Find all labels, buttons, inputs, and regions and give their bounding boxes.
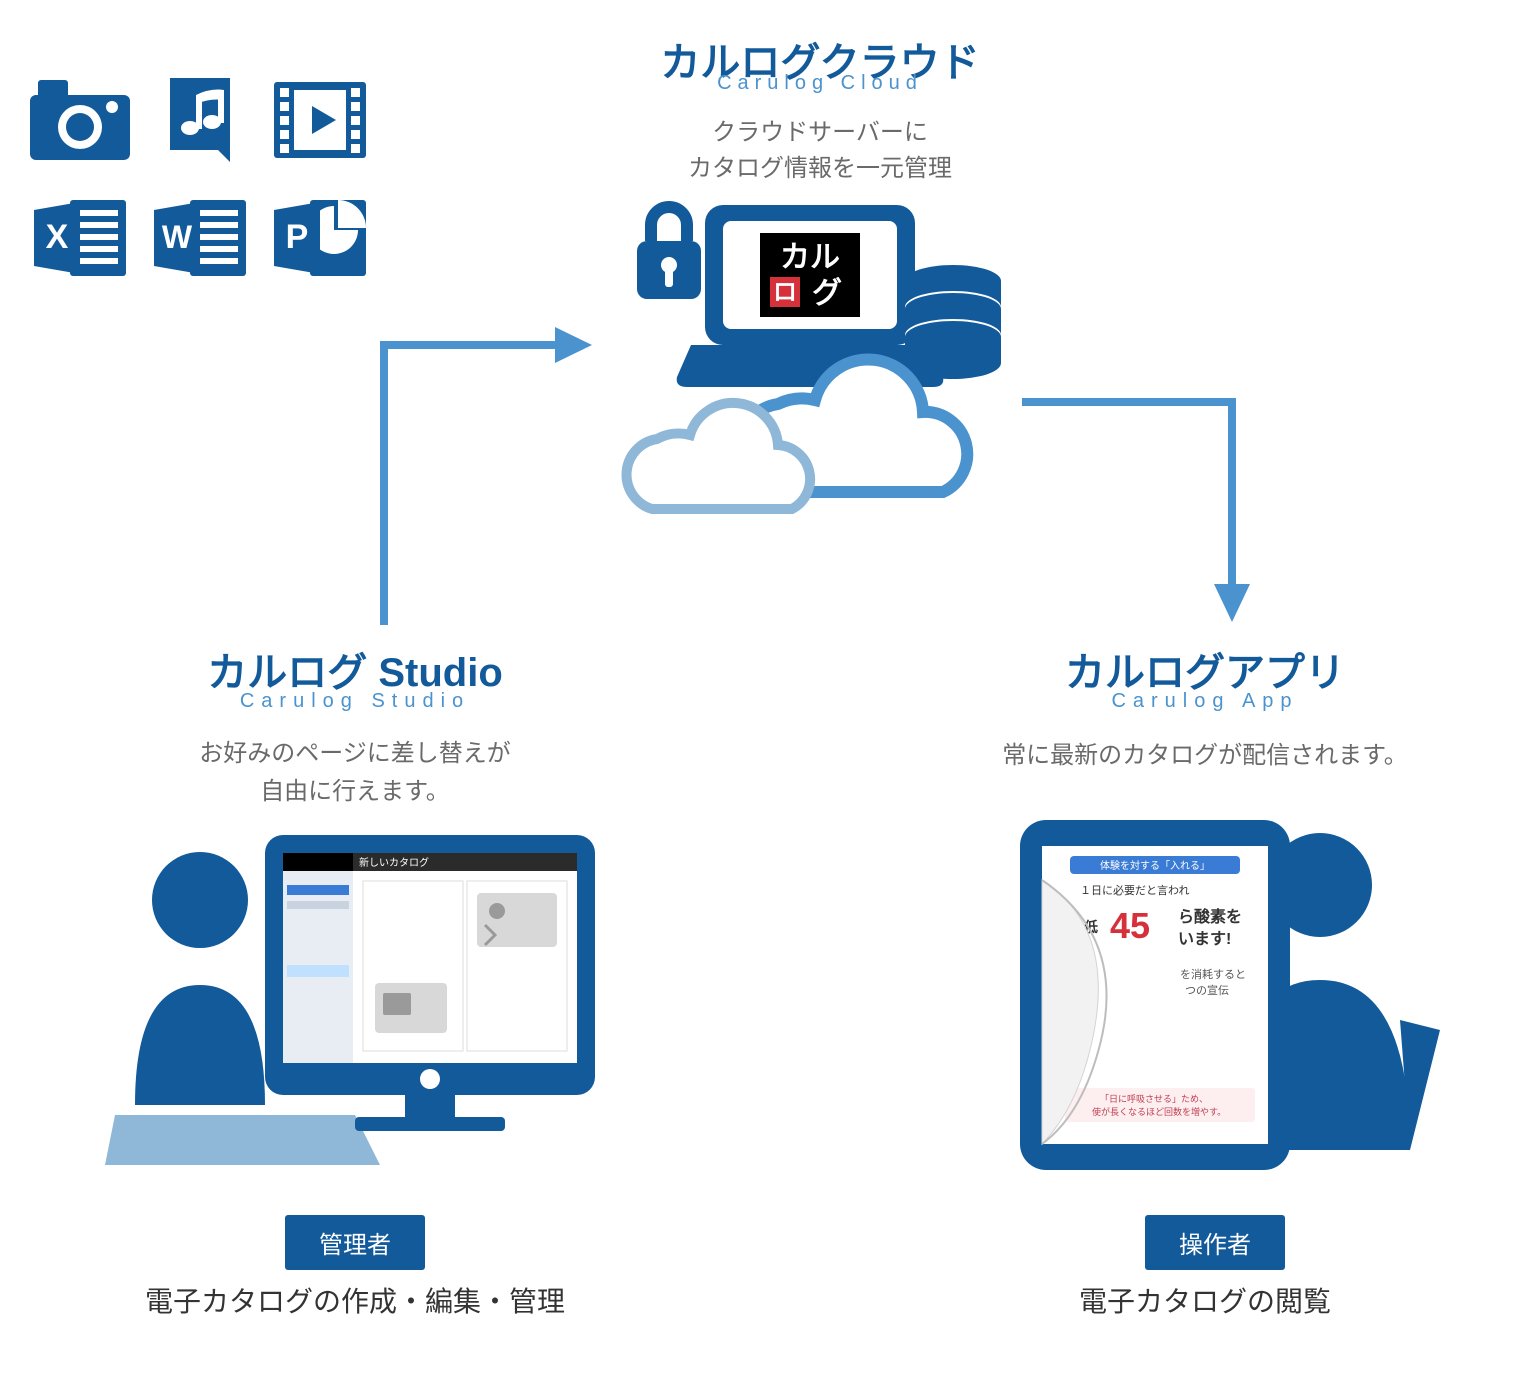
studio-desc-line2: 自由に行えます。 <box>260 778 450 805</box>
powerpoint-icon: P <box>270 188 370 288</box>
svg-text:使が長くなるほど回数を増やす。: 使が長くなるほど回数を増やす。 <box>1092 1106 1226 1117</box>
studio-subtitle: Carulog Studio <box>115 690 595 713</box>
svg-text:います!: います! <box>1178 930 1231 948</box>
cloud-subtitle: Carulog Cloud <box>595 72 1045 95</box>
cloud-illustration: カル ロ グ <box>595 185 1025 525</box>
svg-text:X: X <box>46 218 69 256</box>
svg-text:45: 45 <box>1110 905 1150 946</box>
video-icon <box>270 70 370 170</box>
app-caption: 電子カタログの閲覧 <box>955 1280 1455 1320</box>
studio-role-badge: 管理者 <box>285 1215 425 1270</box>
excel-icon: X <box>30 188 130 288</box>
studio-description: お好みのページに差し替えが 自由に行えます。 <box>115 735 595 812</box>
cloud-desc-line1: クラウドサーバーに <box>712 119 928 146</box>
app-description: 常に最新のカタログが配信されます。 <box>955 735 1455 770</box>
studio-screen-title: 新しいカタログ <box>359 856 429 869</box>
arrow-cloud-to-app <box>1022 390 1252 625</box>
studio-desc-line1: お好みのページに差し替えが <box>199 740 511 767</box>
music-icon <box>150 70 250 170</box>
studio-illustration: 新しいカタログ <box>105 815 605 1195</box>
app-illustration: 体験を対する「入れる」 １日に必要だと言われ 最低 45 ら酸素を います! を… <box>980 790 1450 1190</box>
arrow-studio-to-cloud <box>370 325 595 625</box>
app-subtitle: Carulog App <box>955 690 1455 713</box>
camera-icon <box>30 70 130 170</box>
media-icon-grid: X W P <box>30 70 370 288</box>
cloud-description: クラウドサーバーに カタログ情報を一元管理 <box>595 115 1045 187</box>
svg-text:「日に呼吸させる」ため、: 「日に呼吸させる」ため、 <box>1100 1094 1208 1104</box>
svg-text:W: W <box>162 219 193 255</box>
app-role-badge: 操作者 <box>1145 1215 1285 1270</box>
svg-text:を消耗すると: を消耗すると <box>1180 967 1246 981</box>
svg-text:ロ: ロ <box>773 279 797 306</box>
svg-text:つの宣伝: つの宣伝 <box>1185 983 1229 997</box>
app-page-banner: 体験を対する「入れる」 <box>1100 859 1210 872</box>
svg-text:ら酸素を: ら酸素を <box>1178 907 1242 926</box>
studio-caption: 電子カタログの作成・編集・管理 <box>115 1280 595 1320</box>
word-icon: W <box>150 188 250 288</box>
svg-text:カル: カル <box>780 241 840 274</box>
cloud-desc-line2: カタログ情報を一元管理 <box>688 155 952 182</box>
svg-text:P: P <box>286 218 309 256</box>
svg-text:グ: グ <box>812 277 842 310</box>
svg-text:１日に必要だと言われ: １日に必要だと言われ <box>1080 884 1189 897</box>
